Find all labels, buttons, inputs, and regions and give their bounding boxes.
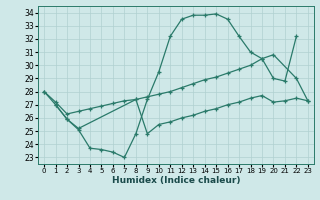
X-axis label: Humidex (Indice chaleur): Humidex (Indice chaleur) bbox=[112, 176, 240, 185]
